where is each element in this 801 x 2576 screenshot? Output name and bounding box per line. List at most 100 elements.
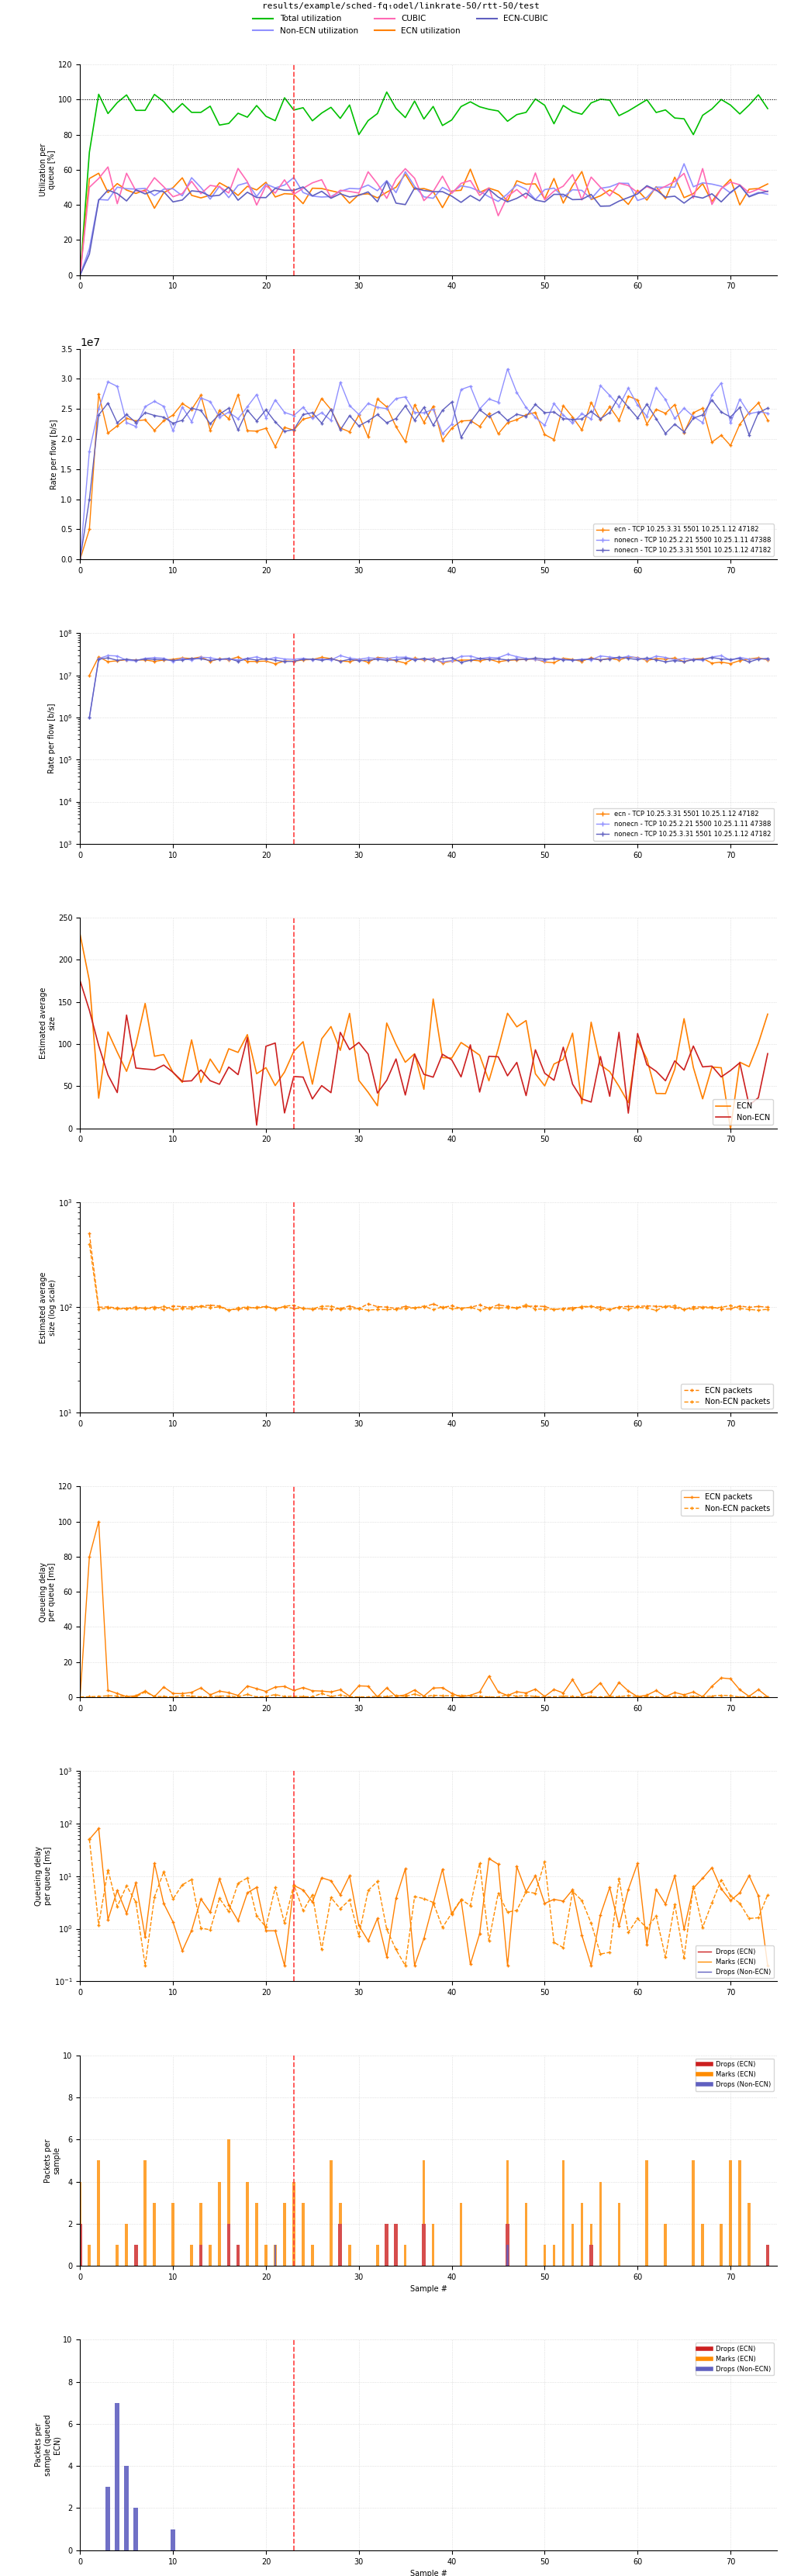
ECN packets <box>233 1293 243 1324</box>
Bar <box>88 2244 91 2267</box>
Non-ECN packets <box>763 1682 772 1713</box>
Bar <box>292 2182 296 2267</box>
Line: Drops (ECN): Drops (ECN) <box>88 1826 769 1968</box>
Bar <box>525 2202 528 2267</box>
Drops (ECN) <box>233 1906 243 1937</box>
Bar <box>581 2202 583 2267</box>
Bar <box>739 2161 741 2267</box>
Non-ECN packets <box>707 1680 717 1710</box>
Bar <box>311 2244 314 2267</box>
Bar <box>171 2530 175 2550</box>
ECN <box>763 999 772 1030</box>
Marks (ECN) <box>243 1862 252 1893</box>
Legend: Total utilization, Non-ECN utilization, CUBIC, ECN utilization, ECN-CUBIC: Total utilization, Non-ECN utilization, … <box>250 13 551 39</box>
Non-ECN packets <box>233 1293 243 1324</box>
Bar <box>376 2244 379 2267</box>
Bar <box>404 2244 407 2267</box>
Non-ECN packets <box>651 1296 661 1327</box>
ECN packets <box>605 1682 614 1713</box>
Y-axis label: Estimated average
size (log scale): Estimated average size (log scale) <box>39 1273 56 1342</box>
Y-axis label: Rate per flow [b/s]: Rate per flow [b/s] <box>50 420 58 489</box>
ECN packets <box>763 1682 772 1713</box>
Bar <box>97 2161 100 2267</box>
Non-ECN packets <box>605 1680 614 1710</box>
Bar <box>338 2223 342 2267</box>
ECN <box>689 1051 698 1082</box>
Marks (ECN) <box>233 1868 243 1899</box>
Bar <box>664 2223 667 2267</box>
Bar <box>599 2182 602 2267</box>
Bar <box>236 2244 240 2267</box>
ECN packets <box>140 1674 150 1705</box>
Bar <box>329 2161 332 2267</box>
Bar <box>274 2244 276 2267</box>
Non-ECN <box>651 1056 661 1087</box>
Drops (ECN) <box>94 1814 103 1844</box>
Bar <box>209 2244 211 2267</box>
Non-ECN packets <box>623 1680 633 1710</box>
Non-ECN packets <box>763 1293 772 1324</box>
X-axis label: Sample #: Sample # <box>410 2571 447 2576</box>
Bar <box>720 2223 723 2267</box>
Y-axis label: Rate per flow [b/s]: Rate per flow [b/s] <box>48 703 56 773</box>
Non-ECN <box>763 1038 772 1069</box>
ECN <box>614 1072 624 1103</box>
Non-ECN packets <box>465 1291 475 1321</box>
Non-ECN packets <box>85 1229 95 1260</box>
ECN packets <box>623 1674 633 1705</box>
Bar <box>348 2244 351 2267</box>
Y-axis label: Queueing delay
per queue [ms]: Queueing delay per queue [ms] <box>35 1847 52 1906</box>
ECN <box>131 1030 141 1061</box>
ECN <box>642 1043 652 1074</box>
Bar <box>190 2244 193 2267</box>
Legend: ecn - TCP 10.25.3.31 5501 10.25.1.12 47182, nonecn - TCP 10.25.2.21 5500 10.25.1: ecn - TCP 10.25.3.31 5501 10.25.1.12 471… <box>594 809 774 840</box>
Line: Non-ECN: Non-ECN <box>80 981 767 1126</box>
Bar <box>766 2244 770 2267</box>
ECN packets <box>465 1293 475 1324</box>
Non-ECN <box>633 1018 642 1048</box>
Bar <box>274 2244 276 2267</box>
Bar <box>302 2202 304 2267</box>
ECN packets <box>651 1674 661 1705</box>
Non-ECN <box>75 966 85 997</box>
Legend: Drops (ECN), Marks (ECN), Drops (Non-ECN): Drops (ECN), Marks (ECN), Drops (Non-ECN… <box>695 1945 774 1978</box>
Bar <box>134 2509 139 2550</box>
Bar <box>246 2182 249 2267</box>
Bar <box>571 2223 574 2267</box>
Bar <box>553 2244 555 2267</box>
Bar <box>506 2244 509 2267</box>
Bar <box>701 2223 704 2267</box>
Marks (ECN) <box>465 1891 475 1922</box>
Drops (ECN) <box>243 1878 252 1909</box>
Marks (ECN) <box>140 1950 150 1981</box>
Bar <box>618 2202 621 2267</box>
Non-ECN packets <box>633 1682 642 1713</box>
Non-ECN packets <box>224 1296 234 1327</box>
Bar <box>590 2244 593 2267</box>
ECN packets <box>243 1293 252 1324</box>
Non-ECN packets <box>308 1293 317 1324</box>
ECN packets <box>224 1296 234 1327</box>
Non-ECN packets <box>707 1293 717 1324</box>
Marks (ECN) <box>317 1935 327 1965</box>
Drops (ECN) <box>326 1865 336 1896</box>
Bar <box>115 2403 119 2550</box>
Drops (ECN) <box>716 1873 726 1904</box>
Bar <box>432 2223 435 2267</box>
Bar <box>227 2141 230 2223</box>
Bar <box>562 2161 565 2267</box>
Text: results/example/sched-fqₜodel/linkrate-50/rtt-50/test: results/example/sched-fqₜodel/linkrate-5… <box>262 3 539 10</box>
Non-ECN packets <box>457 1293 466 1324</box>
Y-axis label: Utilization per
queue [%]: Utilization per queue [%] <box>39 144 56 196</box>
Bar <box>124 2465 129 2550</box>
ECN packets <box>475 1291 485 1321</box>
Non-ECN packets <box>661 1682 670 1713</box>
Bar <box>199 2202 203 2244</box>
X-axis label: Sample #: Sample # <box>410 2285 447 2293</box>
Marks (ECN) <box>763 1880 772 1911</box>
Non-ECN packets <box>75 1682 85 1713</box>
ECN packets <box>707 1291 717 1321</box>
Non-ECN packets <box>131 1682 141 1713</box>
ECN packets <box>633 1682 642 1713</box>
ECN packets <box>75 1682 85 1713</box>
